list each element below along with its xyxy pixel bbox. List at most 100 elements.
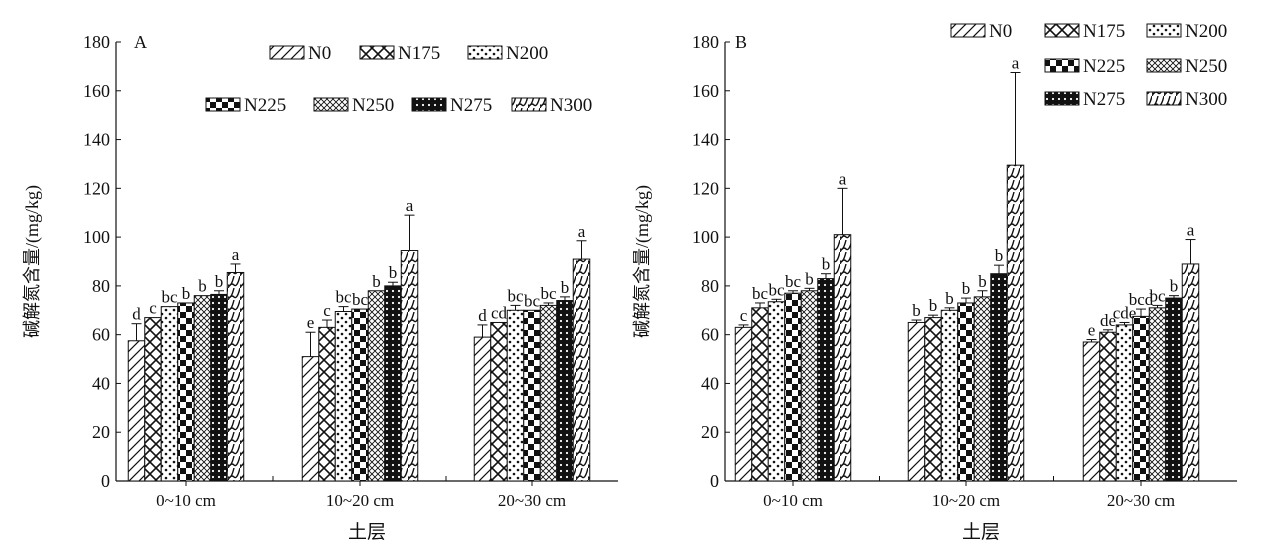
significance-label: d (132, 305, 141, 324)
bar-N200 (1115, 324, 1134, 482)
legend-item-N250: N250 (313, 95, 394, 116)
y-tick-label: 160 (692, 81, 719, 101)
bar-N225 (177, 302, 195, 482)
bar-N300 (1006, 164, 1025, 482)
significance-label: bc (507, 286, 524, 305)
significance-label: c (740, 306, 748, 325)
legend-swatch (313, 97, 349, 112)
bar-N0 (907, 321, 926, 482)
y-tick-label: 40 (92, 373, 110, 393)
significance-label: cd (491, 303, 508, 322)
significance-label: b (978, 272, 987, 291)
significance-label: de (1100, 311, 1116, 330)
legend-label: N175 (1083, 21, 1125, 42)
legend-label: N250 (1185, 56, 1227, 77)
bar-N200 (767, 301, 786, 482)
significance-label: a (1187, 221, 1195, 240)
legend-swatch (1146, 23, 1182, 38)
bar-N250 (193, 295, 212, 482)
y-tick-label: 140 (83, 130, 110, 150)
significance-label: b (561, 278, 570, 297)
significance-label: b (805, 269, 814, 288)
significance-label: bc (540, 284, 557, 303)
legend-label: N275 (1083, 89, 1125, 110)
bar-N175 (924, 317, 942, 482)
bar-N300 (400, 250, 419, 482)
legend-item-N200: N200 (1146, 21, 1227, 42)
significance-label: b (995, 246, 1004, 265)
bar-N250 (800, 290, 819, 482)
legend-item-N275: N275 (411, 95, 492, 116)
legend-label: N225 (244, 95, 286, 116)
y-tick-label: 20 (92, 422, 110, 442)
legend-item-N300: N300 (1146, 89, 1227, 110)
bar-N300 (1181, 263, 1200, 482)
y-tick-label: 80 (701, 276, 719, 296)
bar-N300 (226, 271, 245, 482)
significance-label: bc (524, 291, 541, 310)
bar-N225 (351, 308, 369, 482)
y-tick-label: 160 (83, 81, 110, 101)
y-tick-label: 60 (92, 325, 110, 345)
bar-N0 (301, 356, 320, 482)
bar-N175 (318, 326, 336, 482)
significance-label: a (578, 222, 586, 241)
significance-label: bc (1149, 286, 1166, 305)
legend-label: N0 (989, 21, 1012, 42)
x-category-label: 0~10 cm (156, 491, 216, 510)
y-axis-title: 碱解氮含量/(mg/kg) (22, 185, 43, 338)
y-tick-label: 100 (83, 227, 110, 247)
bar-N225 (957, 302, 975, 482)
legend-label: N275 (450, 95, 492, 116)
legend-swatch (467, 45, 503, 60)
significance-label: a (232, 245, 240, 264)
significance-label: bc (161, 288, 178, 307)
x-axis-title: 土层 (962, 521, 1000, 543)
legend-item-N225: N225 (1044, 56, 1125, 77)
bar-N200 (334, 310, 353, 482)
x-category-label: 20~30 cm (498, 491, 566, 510)
significance-label: bc (335, 288, 352, 307)
bar-N200 (506, 309, 525, 482)
legend-swatch (950, 23, 986, 38)
significance-label: bc (768, 280, 785, 299)
legend-label: N300 (1185, 89, 1227, 110)
y-tick-label: 80 (92, 276, 110, 296)
legend-item-N0: N0 (269, 43, 331, 64)
bar-N250 (1148, 307, 1167, 482)
y-tick-label: 120 (83, 178, 110, 198)
legend-label: N250 (352, 95, 394, 116)
bar-N275 (384, 285, 402, 482)
legend-label: N0 (308, 43, 331, 64)
significance-label: b (929, 296, 938, 315)
significance-label: b (945, 289, 954, 308)
significance-label: c (149, 299, 157, 318)
legend-swatch (269, 45, 305, 60)
significance-label: bc (352, 290, 369, 309)
bar-N275 (210, 293, 228, 482)
bar-N275 (817, 278, 835, 482)
legend-item-N175: N175 (1044, 21, 1125, 42)
y-tick-label: 60 (701, 325, 719, 345)
legend-label: N300 (550, 95, 592, 116)
significance-label: b (198, 277, 207, 296)
legend-swatch (1146, 91, 1182, 106)
bar-N200 (160, 306, 179, 482)
significance-label: b (389, 263, 398, 282)
legend-item-N225: N225 (205, 95, 286, 116)
x-category-label: 10~20 cm (932, 491, 1000, 510)
significance-label: a (406, 196, 414, 215)
significance-label: b (182, 284, 191, 303)
bar-N275 (1165, 297, 1183, 482)
legend-label: N175 (398, 43, 440, 64)
significance-label: bc (785, 272, 802, 291)
panel-B: 0 20 40 60 80 100 120 140 160 180 0~10 cm 10~20 cm 2… (632, 21, 1237, 543)
legend-item-N175: N175 (359, 43, 440, 64)
bar-N0 (473, 336, 492, 482)
panel-label: A (134, 32, 147, 52)
y-tick-label: 40 (701, 373, 719, 393)
bar-N225 (523, 309, 541, 482)
bar-N250 (973, 296, 992, 482)
legend-label: N200 (1185, 21, 1227, 42)
legend-swatch (1044, 23, 1080, 38)
